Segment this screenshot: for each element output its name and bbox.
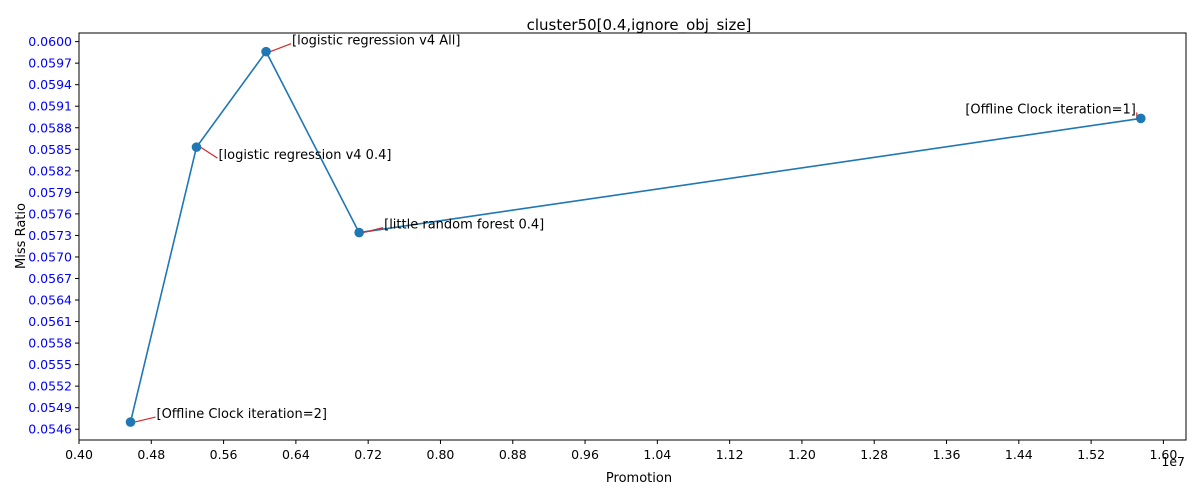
y-tick-label: 0.0576 — [28, 206, 72, 221]
y-tick-label: 0.0567 — [28, 271, 72, 286]
plot-area — [78, 32, 1187, 441]
x-tick-label: 1.60 — [1149, 447, 1177, 462]
data-point-4 — [1136, 113, 1146, 124]
x-tick-label: 0.40 — [65, 447, 93, 462]
y-tick-label: 0.0561 — [28, 314, 72, 329]
annotation-arrow-3 — [362, 226, 384, 234]
y-tick-label: 0.0570 — [28, 249, 72, 264]
data-points — [125, 46, 1146, 427]
annotations: [Offline Clock iteration=2] [logistic reg… — [157, 34, 1136, 422]
data-point-3 — [354, 227, 364, 238]
x-tick-label: 1.36 — [933, 447, 961, 462]
annotation-label-3: [little random forest 0.4] — [384, 218, 544, 233]
annotation-arrow-1 — [200, 146, 218, 159]
x-tick-label: 0.88 — [499, 447, 527, 462]
annotation-label-4: [Offline Clock iteration=1] — [965, 102, 1135, 117]
x-tick-label: 0.96 — [571, 447, 599, 462]
x-tick-label: 1.28 — [860, 447, 888, 462]
x-tick-label: 0.64 — [282, 447, 310, 462]
x-tick-label: 1.04 — [643, 447, 671, 462]
y-tick-label: 0.0546 — [28, 422, 72, 437]
x-axis-offset: 1e7 — [1161, 454, 1185, 469]
annotation-arrow-2 — [269, 43, 292, 53]
data-point-1 — [191, 142, 202, 152]
x-tick-label: 1.52 — [1077, 447, 1105, 462]
x-axis: 0.40 0.48 0.56 0.64 0.72 0.80 0.88 0.96 1.04 1.12… — [65, 440, 1177, 462]
x-tick-label: 1.12 — [716, 447, 744, 462]
x-tick-label: 0.80 — [427, 447, 455, 462]
y-tick-label: 0.0558 — [28, 336, 72, 351]
y-tick-label: 0.0600 — [28, 34, 72, 49]
y-tick-label: 0.0549 — [28, 400, 72, 415]
y-tick-label: 0.0552 — [28, 379, 72, 394]
data-point-0 — [125, 417, 136, 427]
y-tick-label: 0.0555 — [28, 357, 72, 372]
y-tick-label: 0.0591 — [28, 99, 72, 114]
y-tick-label: 0.0597 — [28, 56, 72, 71]
y-axis: 0.0546 0.0549 0.0552 0.0555 0.0558 0.0561 0.05… — [28, 34, 79, 437]
chart-title: cluster50[0.4,ignore_obj_size] — [527, 16, 752, 35]
annotation-label-1: [logistic regression v4 0.4] — [218, 148, 391, 163]
y-tick-label: 0.0585 — [28, 142, 72, 157]
y-tick-label: 0.0588 — [28, 120, 72, 135]
annotation-arrow-0 — [134, 416, 156, 423]
annotation-label-2: [logistic regression v4 All] — [292, 34, 460, 49]
data-point-2 — [261, 46, 271, 57]
x-tick-label: 1.20 — [788, 447, 816, 462]
x-tick-label: 0.72 — [354, 447, 382, 462]
y-axis-label: Miss Ratio — [14, 203, 29, 269]
annotation-label-0: [Offline Clock iteration=2] — [157, 407, 327, 422]
y-tick-label: 0.0582 — [28, 163, 72, 178]
y-tick-label: 0.0594 — [28, 77, 72, 92]
y-tick-label: 0.0579 — [28, 185, 72, 200]
y-tick-label: 0.0573 — [28, 228, 72, 243]
x-axis-label: Promotion — [606, 471, 672, 486]
x-tick-label: 0.56 — [210, 447, 238, 462]
y-tick-label: 0.0564 — [28, 293, 72, 308]
x-tick-label: 0.48 — [137, 447, 165, 462]
x-tick-label: 1.44 — [1005, 447, 1033, 462]
annotation-arrows — [134, 43, 1138, 423]
